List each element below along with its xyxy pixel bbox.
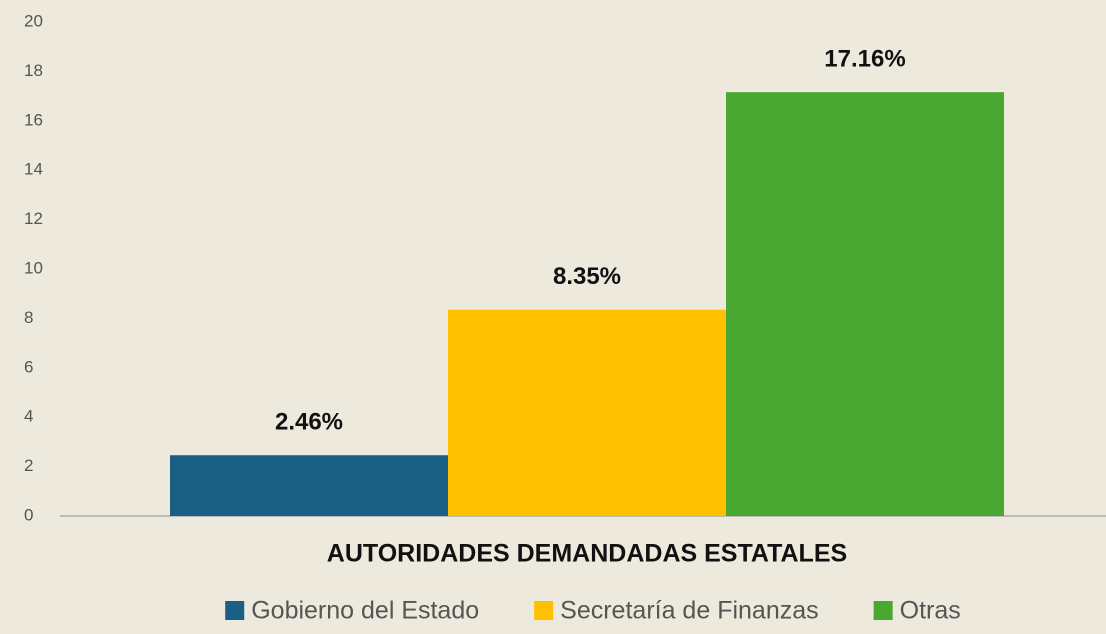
- data-label: 8.35%: [553, 263, 621, 290]
- legend-label: Secretaría de Finanzas: [560, 597, 818, 625]
- y-tick-label: 0: [24, 505, 33, 524]
- y-tick-label: 18: [24, 61, 43, 80]
- bar: [448, 309, 726, 516]
- y-tick-label: 20: [24, 11, 43, 30]
- y-tick-label: 4: [24, 407, 33, 426]
- y-tick-label: 14: [24, 160, 43, 179]
- legend-label: Gobierno del Estado: [251, 597, 479, 625]
- y-tick-label: 8: [24, 308, 33, 327]
- y-tick-label: 10: [24, 258, 43, 277]
- legend-label: Otras: [900, 597, 961, 625]
- data-label: 2.46%: [275, 409, 343, 436]
- bar: [170, 455, 448, 516]
- bar: [726, 92, 1004, 516]
- legend-marker: [534, 601, 554, 620]
- data-label: 17.16%: [824, 45, 905, 72]
- y-tick-label: 12: [24, 209, 43, 228]
- y-tick-label: 6: [24, 357, 33, 376]
- legend-marker: [225, 601, 245, 620]
- legend-marker: [873, 601, 893, 620]
- y-tick-label: 2: [24, 456, 33, 475]
- x-tick-label: AUTORIDADES DEMANDADAS ESTATALES: [327, 540, 847, 568]
- y-tick-label: 16: [24, 110, 43, 129]
